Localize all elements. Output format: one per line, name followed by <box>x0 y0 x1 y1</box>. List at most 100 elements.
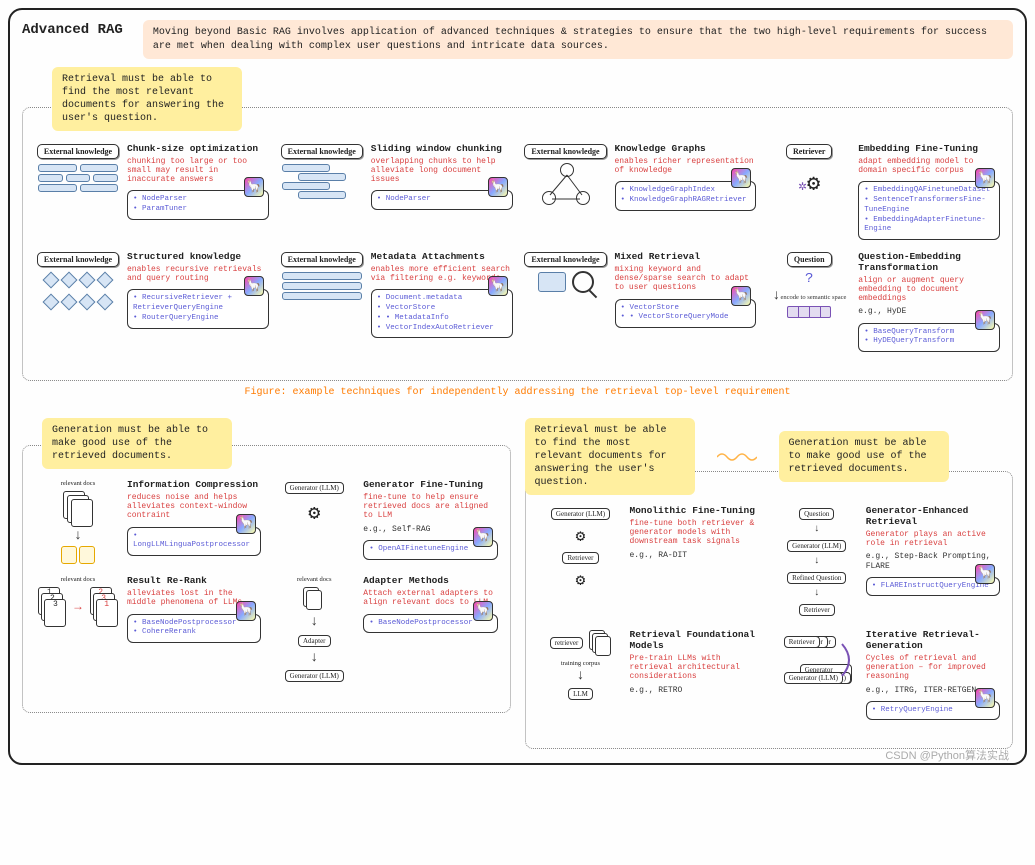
card-diagram: External knowledge <box>523 252 609 328</box>
retrieval-card: External knowledgeStructured knowledgeen… <box>35 252 269 329</box>
card-diagram: relevant docs↓ <box>35 480 121 564</box>
card-text: Structured knowledgeenables recursive re… <box>127 252 269 329</box>
tool-box: 🦙• RecursiveRetriever + RetrieverQueryEn… <box>127 289 269 328</box>
card-title: Embedding Fine-Tuning <box>858 144 1000 155</box>
llama-icon: 🦙 <box>473 601 493 621</box>
card-text: Sliding window chunkingoverlapping chunk… <box>371 144 513 210</box>
doc-stack-icon <box>303 587 325 613</box>
card-diagram: External knowledge <box>279 144 365 210</box>
card-description: align or augment query embedding to docu… <box>858 276 1000 304</box>
retrieval-card: External knowledgeKnowledge Graphsenable… <box>523 144 757 211</box>
diagram-label: External knowledge <box>524 144 606 159</box>
retrieval-requirement-note: Retrieval must be able to find the most … <box>52 67 242 131</box>
tool-item: • EmbeddingQAFinetuneDataset <box>864 186 994 196</box>
tool-item: • VectorStore <box>377 304 507 314</box>
llama-icon: 🦙 <box>488 276 508 296</box>
question-icon: ? <box>805 271 813 287</box>
card-text: Generator Fine-Tuningfine-tune to help e… <box>363 480 497 559</box>
card-diagram: RetrieverRetrieverRetrieverGenerator (LL… <box>774 630 860 720</box>
card-diagram: Question↓Generator (LLM)↓Refined Questio… <box>774 506 860 618</box>
tool-item: • LongLLMLinguaPostprocessor <box>133 532 255 552</box>
retrieval-card: External knowledgeChunk-size optimizatio… <box>35 144 269 220</box>
card-diagram: Generator (LLM)⚙Retriever⚙ <box>538 506 624 590</box>
card-extra: e.g., RETRO <box>630 686 764 695</box>
llama-icon: 🦙 <box>244 276 264 296</box>
header-row: Advanced RAG Moving beyond Basic RAG inv… <box>22 20 1013 59</box>
doc-stack-icon <box>589 630 611 656</box>
card-diagram: retrievertraining corpus↓LLM <box>538 630 624 702</box>
tool-box: 🦙• NodeParser <box>371 190 513 210</box>
card-diagram: External knowledge <box>35 144 121 220</box>
generation-row: relevant docs123→231Result Re-Rankallevi… <box>35 576 498 683</box>
card-text: Monolithic Fine-Tuning fine-tune both ret… <box>630 506 764 590</box>
tool-item: • ParamTuner <box>133 205 263 215</box>
llama-icon: 🦙 <box>731 168 751 188</box>
combined-section: Retrieval must be able to find the most … <box>525 418 1014 749</box>
retrieval-card: External knowledgeMetadata Attachmentsen… <box>279 252 513 338</box>
card-text: Adapter MethodsAttach external adapters … <box>363 576 497 683</box>
arrow-right-icon: → <box>74 600 81 614</box>
card-text: Result Re-Rankalleviates lost in the mid… <box>127 576 261 643</box>
card-description: fine-tune both retriever & generator mod… <box>630 519 764 547</box>
generation-section: Generation must be able to make good use… <box>22 418 511 713</box>
combined-row: Generator (LLM)⚙Retriever⚙Monolithic Fin… <box>538 506 1001 618</box>
arrow-down-icon: ↓encode to semantic space <box>772 291 846 302</box>
generation-panel: relevant docs↓Information Compressionred… <box>22 445 511 713</box>
combined-card: RetrieverRetrieverRetrieverGenerator (LL… <box>774 630 1000 720</box>
card-diagram: relevant docs↓Adapter↓Generator (LLM) <box>271 576 357 683</box>
brain-icon: ⚙ <box>308 500 320 526</box>
generation-row: relevant docs↓Information Compressionred… <box>35 480 498 564</box>
arrow-down-icon: ↓ <box>74 531 82 542</box>
tool-item: • RecursiveRetriever + RetrieverQueryEng… <box>133 294 263 314</box>
tool-box: 🦙• KnowledgeGraphIndex• KnowledgeGraphRA… <box>615 181 757 211</box>
retrieval-row: External knowledge Structured knowledgeen… <box>35 252 1000 352</box>
card-text: Mixed Retrievalmixing keyword and dense/… <box>615 252 757 328</box>
llama-icon: 🦙 <box>975 564 995 584</box>
retrieval-card: External knowledgeSliding window chunkin… <box>279 144 513 210</box>
llama-icon: 🦙 <box>236 601 256 621</box>
tool-box: 🦙• FLAREInstructQueryEngine <box>866 577 1000 597</box>
generation-requirement-note: Generation must be able to make good use… <box>42 418 232 469</box>
card-text: Chunk-size optimizationchunking too larg… <box>127 144 269 220</box>
tool-item: • HyDEQueryTransform <box>864 337 994 347</box>
card-title: Monolithic Fine-Tuning <box>630 506 764 517</box>
watermark: CSDN @Python算法实战 <box>885 747 1009 763</box>
tool-item: • NodeParser <box>377 195 507 205</box>
diagram-label: Retriever <box>786 144 832 159</box>
retrieval-card: External knowledgeMixed Retrievalmixing … <box>523 252 757 328</box>
card-title: Result Re-Rank <box>127 576 261 587</box>
card-diagram: Question? ↓encode to semantic space <box>766 252 852 352</box>
retrieval-row: External knowledgeChunk-size optimizatio… <box>35 144 1000 240</box>
llama-icon: 🦙 <box>488 177 508 197</box>
tool-item: • CohereRerank <box>133 628 255 638</box>
tool-item: • BaseNodePostprocessor <box>369 619 491 629</box>
card-text: Generator-Enhanced RetrievalGenerator pl… <box>866 506 1000 618</box>
tool-item: • VectorIndexAutoRetriever <box>377 324 507 334</box>
card-diagram: Generator (LLM)⚙ <box>271 480 357 559</box>
generation-card: relevant docs↓Information Compressionred… <box>35 480 261 564</box>
diagram-label: Question <box>787 252 832 267</box>
card-description: Pre-train LLMs with retrieval architectu… <box>630 654 764 682</box>
card-title: Question-Embedding Transformation <box>858 252 1000 274</box>
arrow-down-icon: ↓ <box>310 617 318 628</box>
tool-box: 🦙• LongLLMLinguaPostprocessor <box>127 527 261 557</box>
card-text: Information Compressionreduces noise and… <box>127 480 261 564</box>
tool-box: 🦙• BaseNodePostprocessor <box>363 614 497 634</box>
wave-connector-icon <box>717 451 757 463</box>
retrieval-card: Retriever⚙Embedding Fine-Tuningadapt emb… <box>766 144 1000 240</box>
card-title: Structured knowledge <box>127 252 269 263</box>
intro-box: Moving beyond Basic RAG involves applica… <box>143 20 1013 59</box>
card-description: Generator plays an active role in retrie… <box>866 530 1000 548</box>
card-title: Iterative Retrieval-Generation <box>866 630 1000 652</box>
tool-box: 🦙• OpenAIFinetuneEngine <box>363 540 497 560</box>
tool-item: • VectorStore <box>621 304 751 314</box>
card-title: Metadata Attachments <box>371 252 513 263</box>
combined-card: Question↓Generator (LLM)↓Refined Questio… <box>774 506 1000 618</box>
generation-requirement-note-2: Generation must be able to make good use… <box>779 431 949 482</box>
card-diagram: External knowledge <box>523 144 609 211</box>
brain-icon: ⚙ <box>576 570 586 590</box>
card-text: Retrieval Foundational ModelsPre-train L… <box>630 630 764 702</box>
page-title: Advanced RAG <box>22 20 123 38</box>
card-title: Information Compression <box>127 480 261 491</box>
tool-box: 🦙• VectorStore• • VectorStoreQueryMode <box>615 299 757 329</box>
